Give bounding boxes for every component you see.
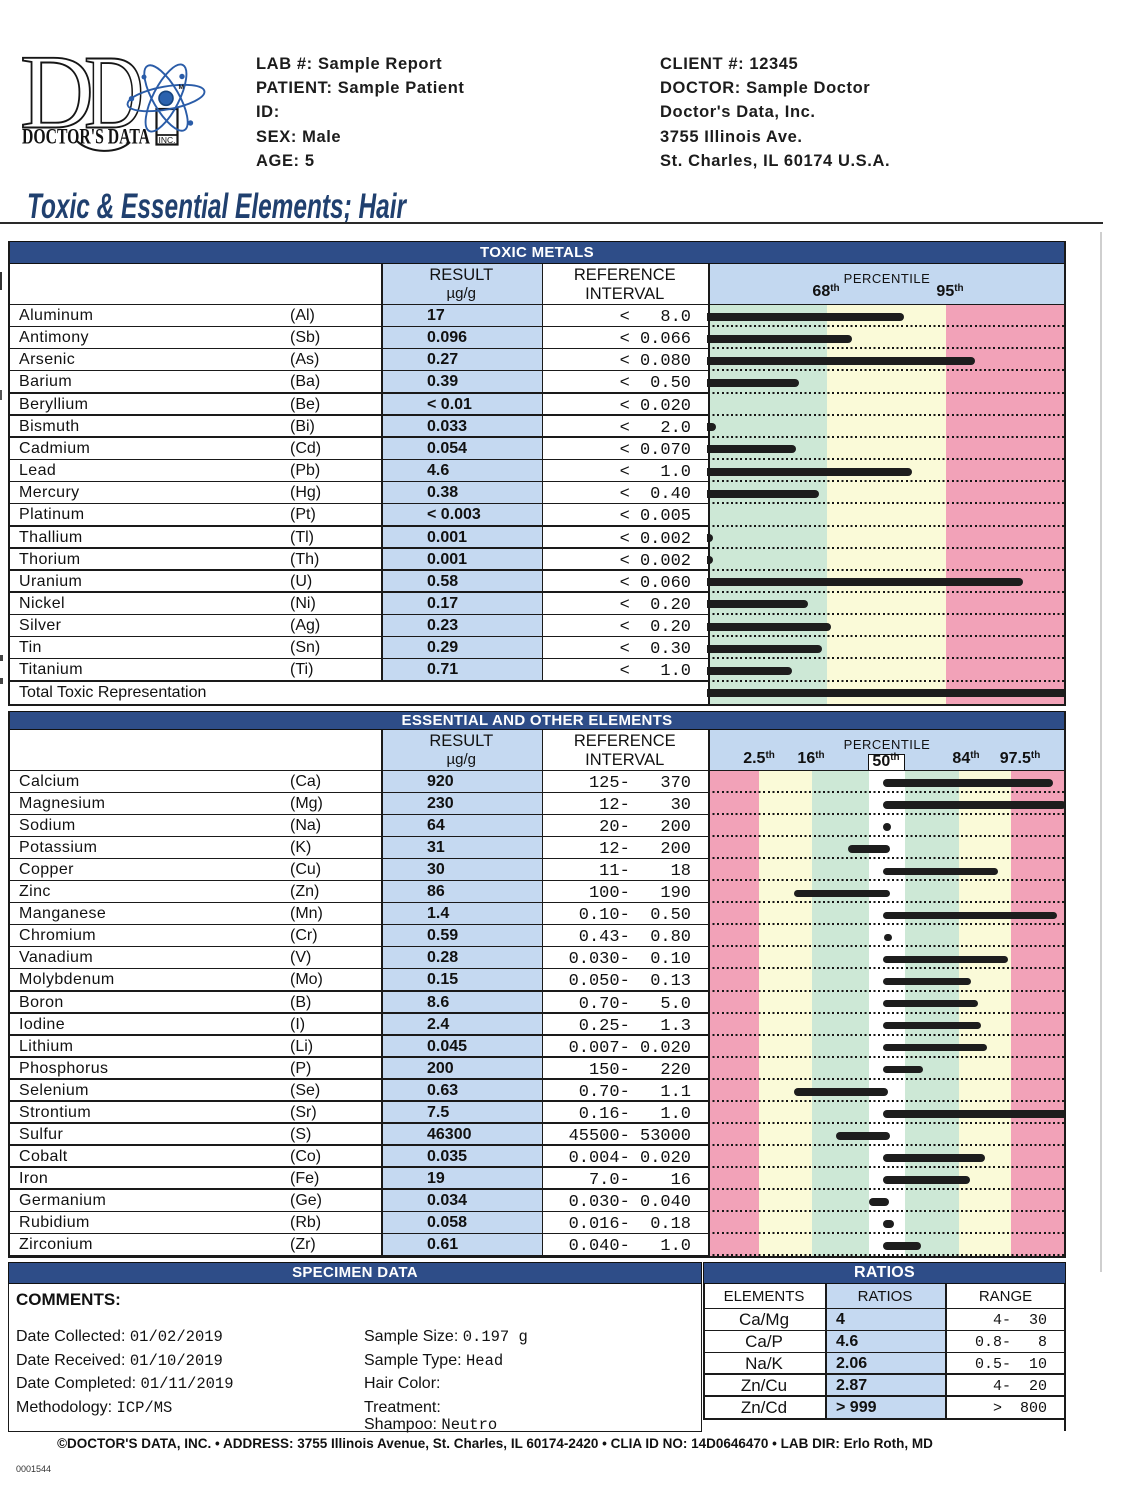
svg-text:Toxic & Essential Elements; Ha: Toxic & Essential Elements; Hair — [27, 187, 408, 226]
svg-text:D: D — [84, 55, 144, 151]
svg-text:D: D — [20, 55, 94, 151]
svg-text:INC.: INC. — [159, 135, 176, 145]
svg-text:DOCTOR'S DATA: DOCTOR'S DATA — [22, 124, 151, 149]
svg-text:M: M — [179, 84, 184, 91]
